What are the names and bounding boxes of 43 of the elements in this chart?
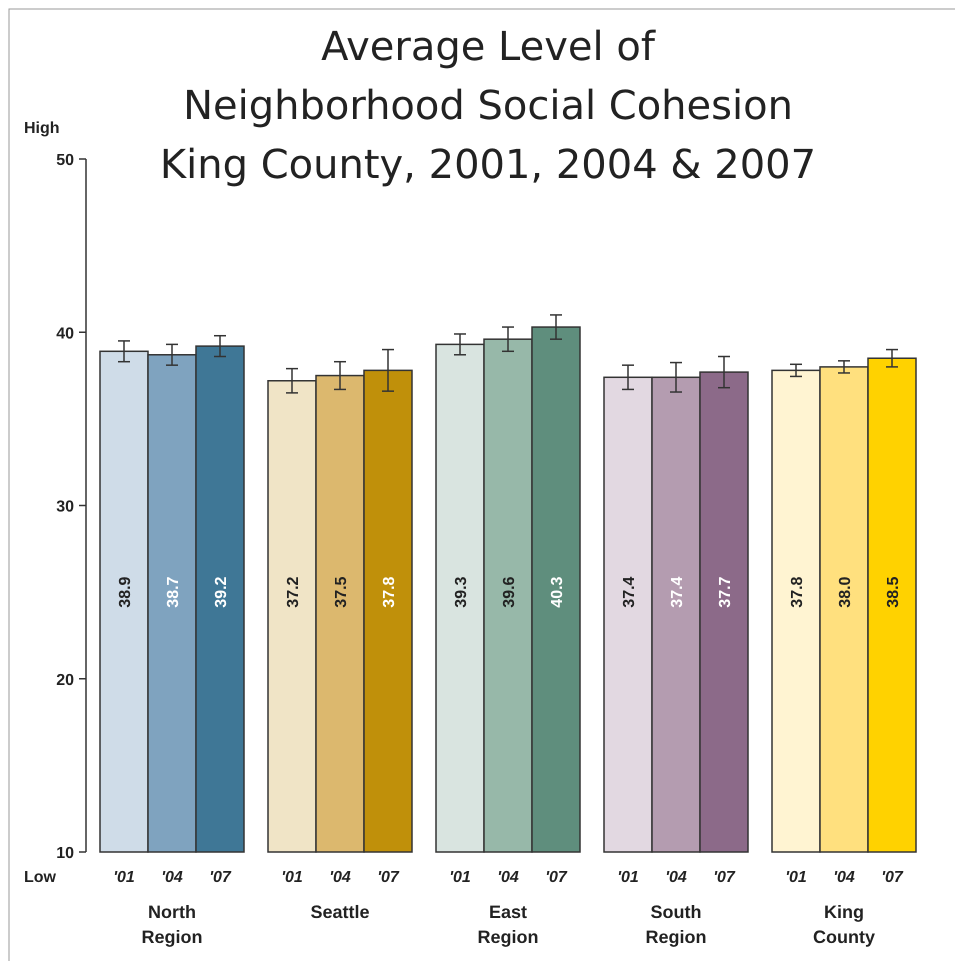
x-tick-label: '04 bbox=[833, 869, 855, 886]
x-tick-label: '01 bbox=[281, 869, 303, 886]
data-label: 38.0 bbox=[837, 576, 854, 608]
text: King County bbox=[813, 902, 875, 947]
chart-title: Average Level of Neighborhood Social Cohesion King County, 2001, 2004 & 2007 bbox=[160, 24, 816, 188]
data-label: 37.5 bbox=[333, 576, 350, 608]
data-label: 37.4 bbox=[621, 576, 638, 608]
text: Seattle bbox=[310, 902, 370, 922]
x-tick-label: '04 bbox=[665, 869, 687, 886]
data-label: 37.2 bbox=[285, 576, 302, 608]
data-label: 38.7 bbox=[165, 576, 182, 608]
x-tick-label: '07 bbox=[377, 869, 400, 886]
data-label: 39.3 bbox=[453, 576, 470, 608]
x-tick-label: '07 bbox=[881, 869, 904, 886]
data-label: 38.9 bbox=[117, 576, 134, 608]
x-tick-label: '01 bbox=[449, 869, 471, 886]
text: Low bbox=[24, 869, 57, 886]
text: North Region bbox=[142, 902, 202, 947]
text: South Region bbox=[646, 902, 706, 947]
x-tick-label: '07 bbox=[545, 869, 568, 886]
data-label: 39.6 bbox=[501, 576, 518, 608]
y-tick-label: 20 bbox=[56, 672, 74, 689]
data-label: 38.5 bbox=[885, 576, 902, 608]
data-label: 37.4 bbox=[669, 576, 686, 608]
data-label: 39.2 bbox=[213, 576, 230, 608]
x-tick-label: '04 bbox=[329, 869, 351, 886]
x-tick-label: '04 bbox=[161, 869, 183, 886]
x-tick-label: '07 bbox=[713, 869, 736, 886]
y-tick-label: 30 bbox=[56, 498, 74, 516]
text: East Region bbox=[478, 902, 538, 947]
data-label: 37.7 bbox=[717, 576, 734, 608]
y-tick-label: 10 bbox=[56, 845, 74, 862]
y-tick-label: 40 bbox=[56, 325, 74, 342]
x-tick-label: '04 bbox=[497, 869, 519, 886]
data-label: 37.8 bbox=[381, 576, 398, 608]
y-tick-label: 50 bbox=[56, 152, 74, 169]
data-label: 40.3 bbox=[549, 576, 566, 608]
x-tick-label: '01 bbox=[785, 869, 807, 886]
x-tick-label: '01 bbox=[617, 869, 639, 886]
text: High bbox=[24, 120, 60, 137]
x-tick-label: '07 bbox=[209, 869, 232, 886]
x-tick-label: '01 bbox=[113, 869, 135, 886]
data-label: 37.8 bbox=[789, 576, 806, 608]
